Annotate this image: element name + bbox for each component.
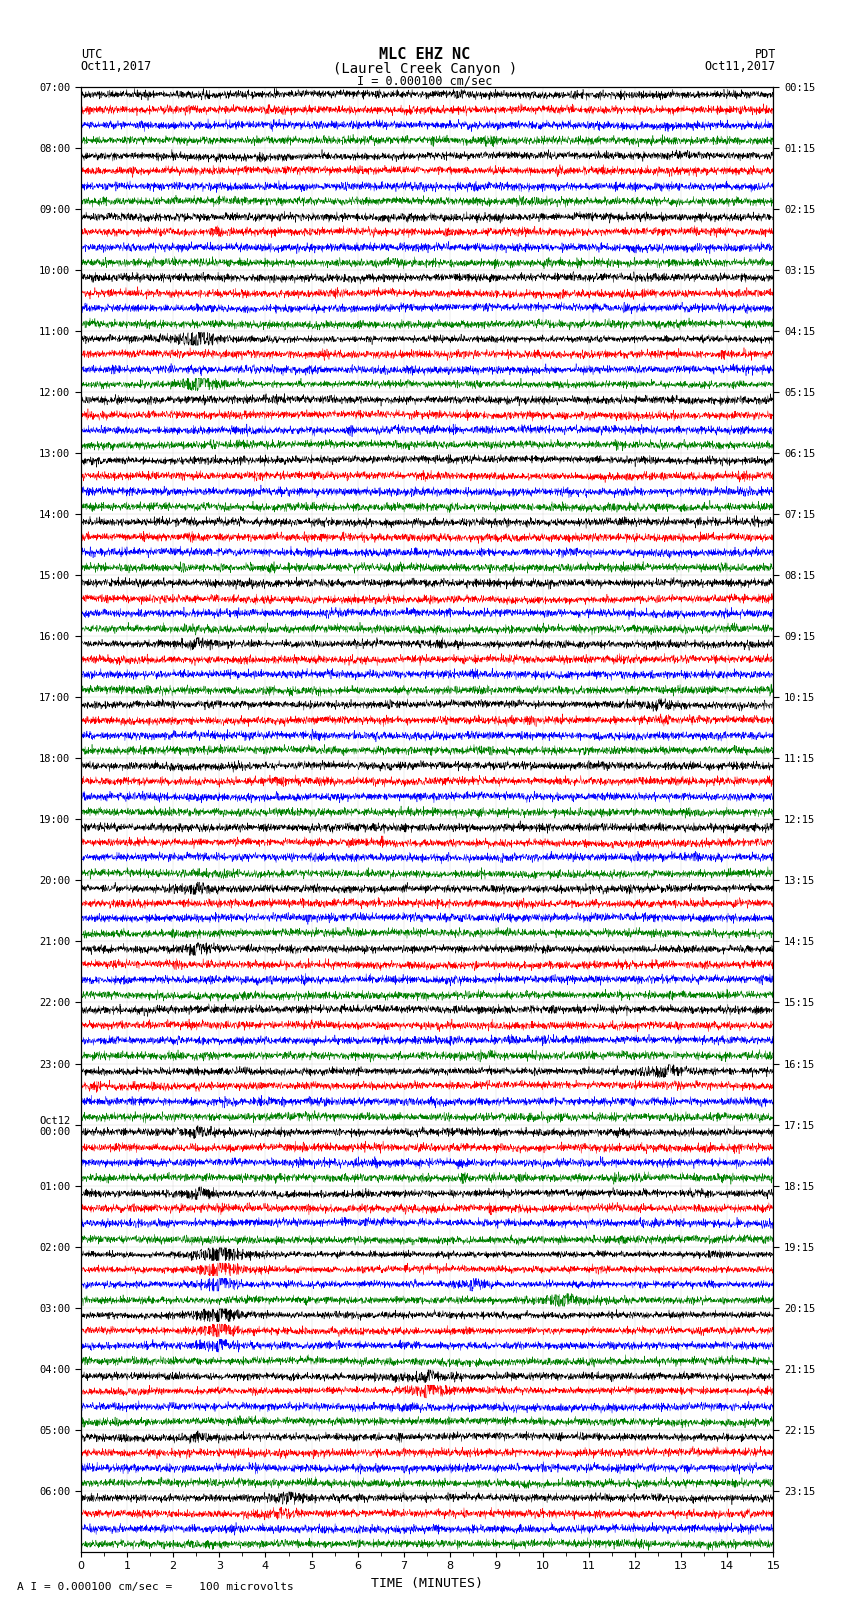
X-axis label: TIME (MINUTES): TIME (MINUTES) <box>371 1578 483 1590</box>
Text: (Laurel Creek Canyon ): (Laurel Creek Canyon ) <box>333 61 517 76</box>
Text: PDT: PDT <box>755 47 776 61</box>
Text: MLC EHZ NC: MLC EHZ NC <box>379 47 471 61</box>
Text: Oct11,2017: Oct11,2017 <box>81 60 152 74</box>
Text: I = 0.000100 cm/sec: I = 0.000100 cm/sec <box>357 74 493 89</box>
Text: Oct11,2017: Oct11,2017 <box>705 60 776 74</box>
Text: A I = 0.000100 cm/sec =    100 microvolts: A I = 0.000100 cm/sec = 100 microvolts <box>17 1582 294 1592</box>
Text: UTC: UTC <box>81 47 102 61</box>
